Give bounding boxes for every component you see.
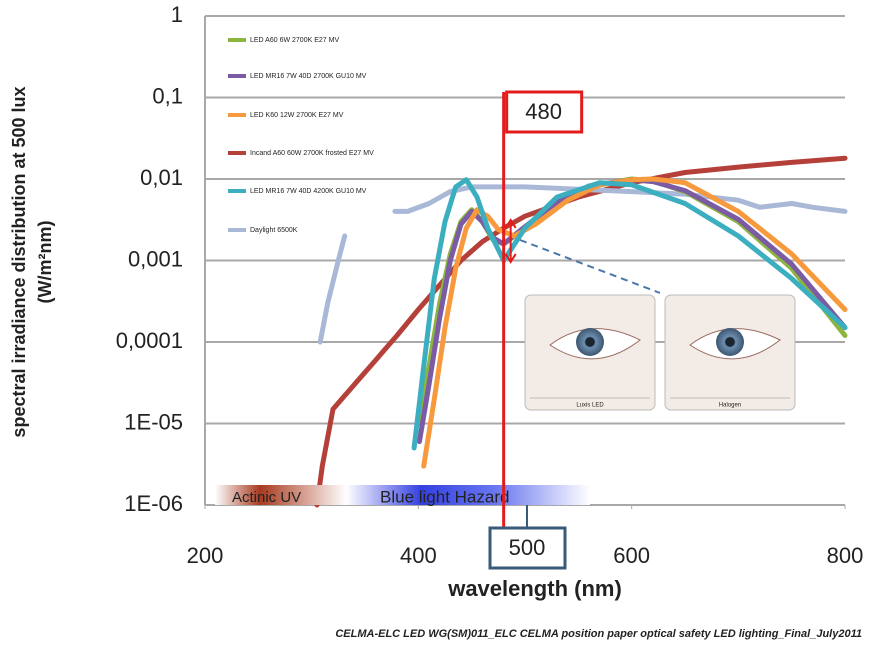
box — [488, 526, 567, 570]
y-tick-label: 1 — [171, 2, 183, 27]
y-tick-label: 1E-05 — [124, 409, 183, 434]
legend-item: LED A60 6W 2700K E27 MV — [228, 37, 339, 44]
legend-item: LED MR16 7W 40D 2700K GU10 MV — [228, 73, 367, 80]
plot-area: 1 0,1 0,01 0,001 0,0001 1E-05 1E-06 200 400 600 80… — [116, 2, 864, 568]
box-label: 500 — [509, 535, 546, 560]
y-tick-label: 0,0001 — [116, 328, 183, 353]
eye-images: Luxis LED Halogen — [524, 294, 796, 411]
legend-item: LED K60 12W 2700K E27 MV — [228, 112, 344, 119]
band-label: Blue light Hazard — [380, 487, 509, 506]
spectrum-band — [215, 485, 590, 505]
marker-arrow — [504, 218, 517, 264]
legend-label: Daylight 6500K — [250, 227, 298, 234]
marker-label: 480 — [525, 99, 562, 124]
marker: 480 — [502, 90, 584, 530]
y-tick-label: 0,1 — [152, 83, 183, 108]
legend-item: LED MR16 7W 40D 4200K GU10 MV — [228, 188, 367, 195]
marker-box — [505, 90, 584, 134]
x-axis-title: wavelength (nm) — [447, 576, 622, 601]
x-tick-label: 800 — [827, 543, 864, 568]
y-tick-label: 0,001 — [128, 246, 183, 271]
y-axis-title: spectral irradiance distribution at 500 … — [9, 86, 29, 437]
legend-item: Incand A60 60W 2700K frosted E27 MV — [228, 150, 374, 157]
legend-label: LED A60 6W 2700K E27 MV — [250, 37, 339, 44]
callout-line — [519, 239, 661, 294]
x-tick-label: 400 — [400, 543, 437, 568]
x-tick-label: 600 — [613, 543, 650, 568]
legend-item: Daylight 6500K — [228, 227, 298, 234]
legend-label: Incand A60 60W 2700K frosted E27 MV — [250, 150, 374, 157]
x-tick-label: 200 — [187, 543, 224, 568]
y-axis-title: (W/m²nm) — [35, 221, 55, 304]
image-caption: Halogen — [719, 403, 741, 409]
legend-label: LED K60 12W 2700K E27 MV — [250, 112, 344, 119]
series-line — [314, 155, 848, 508]
y-tick-label: 1E-06 — [124, 491, 183, 516]
legend-label: LED MR16 7W 40D 2700K GU10 MV — [250, 73, 367, 80]
image-caption: Luxis LED — [576, 403, 604, 409]
legend-label: LED MR16 7W 40D 4200K GU10 MV — [250, 188, 367, 195]
y-tick-label: 0,01 — [140, 165, 183, 190]
footnote: CELMA-ELC LED WG(SM)011_ELC CELMA positi… — [335, 628, 862, 640]
band-label: Actinic UV — [232, 489, 301, 506]
